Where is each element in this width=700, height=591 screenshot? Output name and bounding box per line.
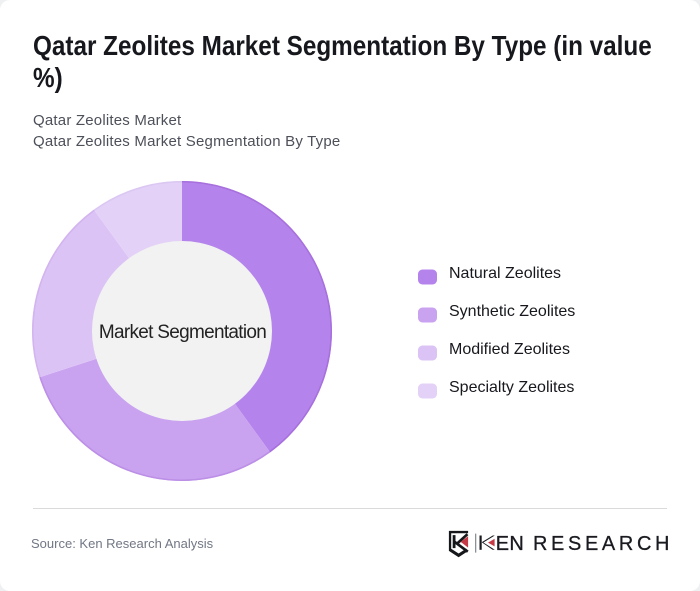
svg-text:EN: EN [496, 533, 524, 555]
svg-text:RESEARCH: RESEARCH [533, 533, 673, 555]
